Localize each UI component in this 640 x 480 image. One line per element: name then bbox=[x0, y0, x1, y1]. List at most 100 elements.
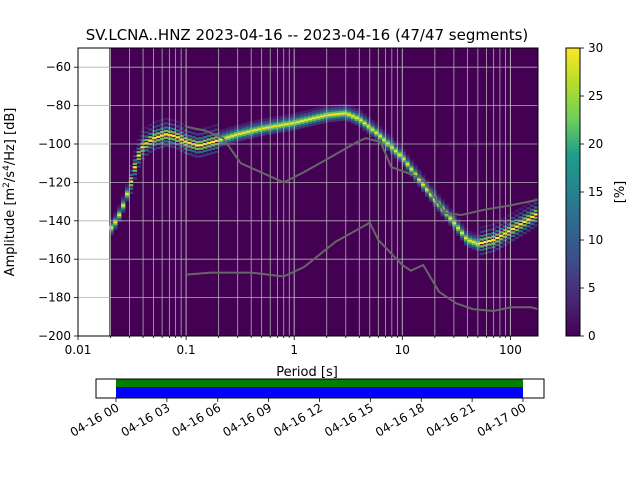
heatmap-cell bbox=[117, 211, 122, 215]
heatmap-cell bbox=[218, 138, 223, 141]
heatmap-cell bbox=[117, 207, 122, 210]
heatmap-cell bbox=[347, 104, 352, 108]
heatmap-cell bbox=[210, 147, 215, 150]
heatmap-cell bbox=[308, 119, 313, 123]
heatmap-cell bbox=[109, 220, 114, 223]
heatmap-cell bbox=[327, 105, 332, 108]
heatmap-cell bbox=[479, 226, 484, 229]
heatmap-cell bbox=[198, 140, 204, 143]
heatmap-cell bbox=[167, 134, 173, 137]
heatmap-cell bbox=[534, 220, 538, 223]
heatmap-cell bbox=[230, 133, 235, 136]
heatmap-cell bbox=[202, 131, 208, 135]
heatmap-cell bbox=[506, 233, 512, 236]
heatmap-cell bbox=[467, 239, 473, 243]
heatmap-cell bbox=[304, 125, 309, 128]
heatmap-cell bbox=[121, 204, 126, 207]
heatmap-cell bbox=[405, 159, 410, 162]
heatmap-cell bbox=[522, 205, 527, 208]
heatmap-cell bbox=[249, 133, 254, 137]
heatmap-cell bbox=[206, 145, 212, 148]
heatmap-cell bbox=[245, 134, 251, 137]
heatmap-cell bbox=[448, 221, 453, 224]
heatmap-cell bbox=[117, 217, 122, 220]
heatmap-cell bbox=[350, 106, 356, 109]
heatmap-cell bbox=[214, 146, 219, 149]
heatmap-cell bbox=[499, 241, 504, 244]
heatmap-cell bbox=[460, 231, 465, 235]
heatmap-cell bbox=[237, 132, 243, 136]
heatmap-cell bbox=[499, 245, 504, 249]
heatmap-cell bbox=[518, 234, 523, 237]
heatmap-cell bbox=[319, 117, 325, 120]
heatmap-cell bbox=[518, 223, 523, 226]
heatmap-cell bbox=[148, 123, 153, 127]
heatmap-cell bbox=[487, 228, 492, 232]
heatmap-cell bbox=[261, 131, 266, 134]
heatmap-cell bbox=[319, 113, 325, 116]
heatmap-cell bbox=[510, 224, 516, 227]
heatmap-cell bbox=[280, 125, 286, 128]
colorbar-tick-label: 0 bbox=[588, 329, 596, 343]
heatmap-cell bbox=[198, 147, 204, 150]
heatmap-cell bbox=[300, 119, 305, 123]
heatmap-cell bbox=[167, 122, 173, 126]
heatmap-cell bbox=[335, 106, 340, 110]
heatmap-cell bbox=[124, 192, 130, 196]
heatmap-cell bbox=[366, 131, 371, 134]
heatmap-cell bbox=[152, 136, 157, 140]
colorbar-gradient bbox=[566, 48, 580, 336]
heatmap-cell bbox=[187, 145, 192, 148]
heatmap-cell bbox=[397, 155, 403, 158]
heatmap-cell bbox=[413, 179, 418, 182]
heatmap-cell bbox=[163, 136, 169, 140]
heatmap-cell bbox=[323, 108, 328, 111]
heatmap-cell bbox=[409, 162, 414, 165]
heatmap-cell bbox=[136, 165, 141, 168]
heatmap-cell bbox=[296, 122, 301, 125]
heatmap-cell bbox=[424, 188, 430, 191]
heatmap-cell bbox=[273, 116, 278, 119]
heatmap-cell bbox=[128, 177, 134, 180]
heatmap-cell bbox=[452, 220, 457, 223]
heatmap-cell bbox=[226, 127, 231, 130]
y-tick-label: −80 bbox=[46, 99, 71, 113]
heatmap-cell bbox=[530, 222, 535, 225]
heatmap-cell bbox=[335, 112, 340, 116]
heatmap-cell bbox=[479, 238, 484, 241]
heatmap-cell bbox=[237, 138, 243, 142]
heatmap-cell bbox=[296, 114, 301, 117]
heatmap-cell bbox=[518, 207, 523, 210]
heatmap-cell bbox=[350, 115, 356, 118]
heatmap-cell bbox=[452, 222, 457, 225]
colorbar-tick-label: 15 bbox=[588, 185, 603, 199]
heatmap-cell bbox=[456, 226, 461, 230]
heatmap-cell bbox=[175, 147, 180, 150]
heatmap-cell bbox=[109, 226, 114, 229]
heatmap-cell bbox=[530, 204, 535, 208]
heatmap-cell bbox=[222, 143, 227, 146]
heatmap-cell bbox=[456, 228, 461, 232]
heatmap-cell bbox=[202, 139, 208, 142]
heatmap-cell bbox=[226, 132, 231, 135]
heatmap-cell bbox=[269, 123, 274, 127]
heatmap-cell bbox=[198, 137, 204, 140]
heatmap-cell bbox=[284, 116, 290, 120]
heatmap-cell bbox=[206, 126, 212, 129]
heatmap-cell bbox=[265, 130, 270, 133]
heatmap-cell bbox=[362, 118, 367, 121]
heatmap-cell bbox=[121, 198, 126, 201]
heatmap-cell bbox=[269, 121, 274, 125]
heatmap-cell bbox=[456, 218, 461, 221]
heatmap-cell bbox=[347, 111, 352, 114]
heatmap-cell bbox=[417, 180, 422, 183]
heatmap-cell bbox=[319, 119, 325, 122]
heatmap-cell bbox=[463, 243, 469, 246]
heatmap-cell bbox=[323, 120, 328, 123]
heatmap-cell bbox=[308, 124, 313, 127]
heatmap-cell bbox=[167, 130, 173, 133]
heatmap-cell bbox=[397, 157, 403, 160]
heatmap-cell bbox=[245, 128, 251, 132]
heatmap-cell bbox=[323, 112, 328, 115]
heatmap-cell bbox=[198, 150, 204, 154]
